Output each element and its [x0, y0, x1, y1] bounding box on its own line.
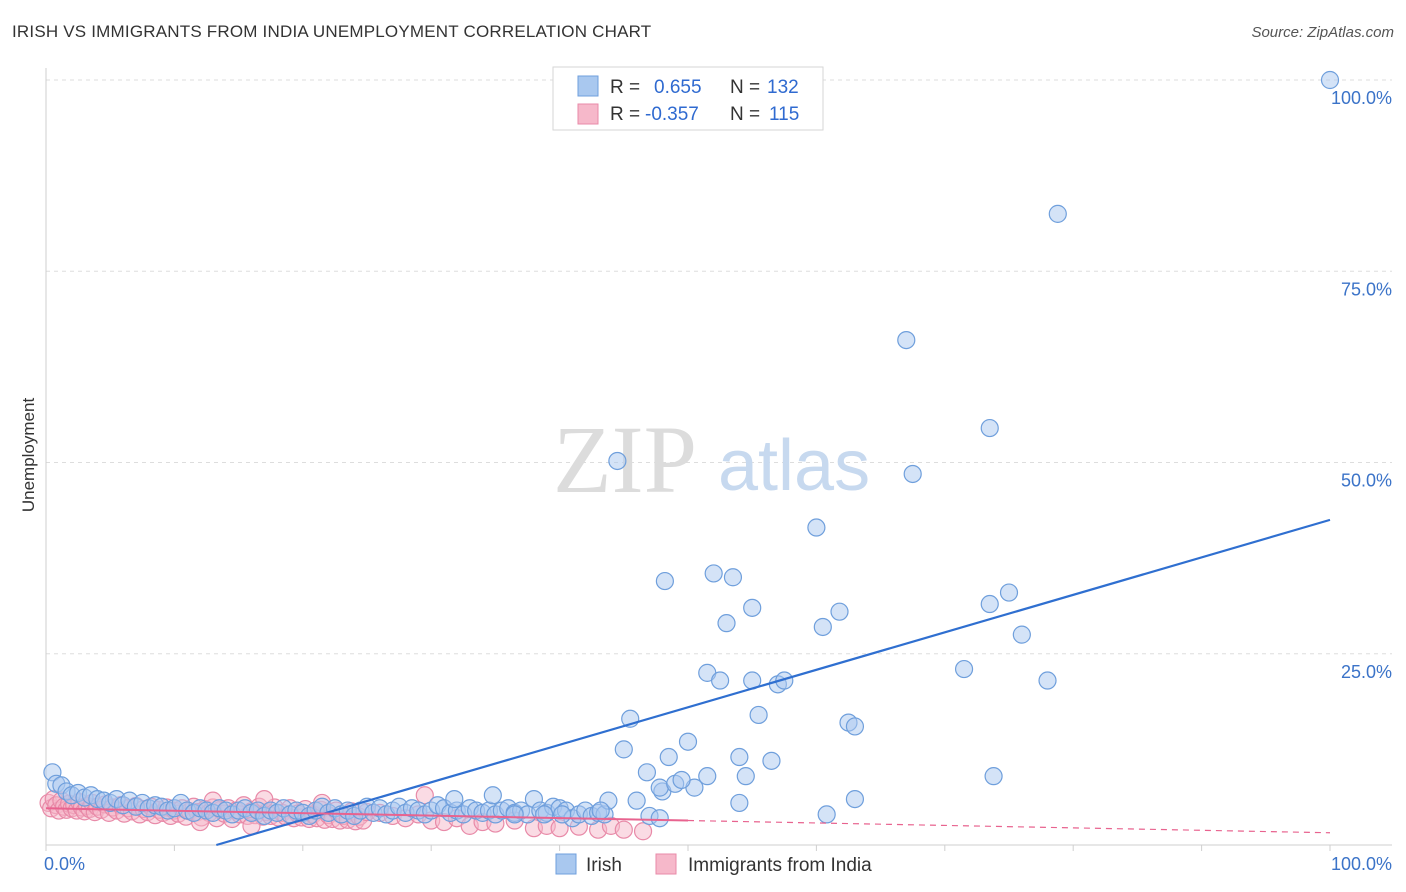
bottom-legend-label-irish: Irish — [586, 855, 622, 876]
irish-point — [678, 732, 698, 751]
irish-point — [608, 451, 627, 471]
irish-point — [980, 594, 999, 614]
irish-point — [650, 809, 669, 828]
legend-r-value-irish: 0.655 — [654, 77, 702, 98]
y-tick-label: 25.0% — [1341, 662, 1392, 682]
irish-point — [999, 583, 1019, 602]
irish-point — [730, 747, 749, 767]
irish-point — [903, 464, 922, 484]
watermark: ZIP atlas — [553, 406, 870, 513]
chart-title: IRISH VS IMMIGRANTS FROM INDIA UNEMPLOYM… — [12, 22, 652, 41]
irish-point — [813, 617, 832, 637]
irish-point — [710, 671, 730, 690]
irish-point — [980, 418, 999, 438]
y-axis-label: Unemployment — [19, 398, 38, 513]
irish-point — [954, 659, 974, 679]
india-point — [633, 822, 653, 841]
x-tick-labels: 0.0% 100.0% — [44, 854, 1392, 874]
y-tick-labels: 25.0% 50.0% 75.0% 100.0% — [1331, 88, 1392, 682]
irish-point — [1012, 625, 1031, 644]
bottom-legend-swatch-irish — [555, 853, 577, 875]
india-point — [415, 786, 434, 805]
irish-point — [535, 805, 554, 824]
y-tick-label: 50.0% — [1341, 471, 1392, 491]
stats-legend: R = 0.655 N = 132 R = -0.357 N = 115 — [552, 66, 824, 131]
irish-point — [762, 751, 781, 770]
irish-point — [659, 747, 678, 767]
irish-point — [627, 791, 646, 810]
irish-point — [736, 767, 755, 786]
y-tick-label: 100.0% — [1331, 88, 1392, 108]
axes — [45, 68, 1392, 851]
irish-point — [749, 705, 768, 725]
irish-point — [505, 805, 524, 824]
y-tick-label: 75.0% — [1341, 279, 1392, 299]
irish-trend-line — [216, 518, 1331, 847]
irish-point — [743, 598, 762, 617]
irish-point — [1048, 204, 1067, 223]
irish-point — [845, 789, 865, 809]
legend-r-label-irish: R = — [610, 77, 640, 98]
irish-point — [655, 571, 674, 591]
india-point — [614, 820, 633, 839]
irish-point — [1320, 70, 1340, 90]
irish-point — [650, 778, 669, 797]
india-trend-line-extension — [687, 819, 1331, 834]
source-label: Source: ZipAtlas.com — [1251, 24, 1394, 41]
irish-point — [637, 763, 657, 782]
irish-point — [614, 740, 633, 759]
irish-point — [591, 801, 610, 820]
irish-point — [704, 564, 723, 583]
legend-swatch-india — [577, 103, 599, 125]
trend-lines — [45, 518, 1331, 847]
irish-point — [723, 568, 743, 587]
irish-point — [817, 805, 836, 824]
legend-r-label-india: R = — [610, 104, 640, 125]
irish-point — [483, 786, 502, 805]
legend-swatch-irish — [577, 75, 599, 97]
irish-points — [43, 70, 1340, 828]
series-legend: Irish Immigrants from India — [555, 853, 872, 876]
legend-n-value-india: 115 — [769, 104, 799, 125]
legend-r-value-india: -0.357 — [645, 104, 699, 125]
irish-point — [807, 518, 826, 537]
bottom-legend-label-india: Immigrants from India — [688, 855, 872, 876]
watermark-atlas: atlas — [718, 426, 870, 506]
legend-n-label-irish: N = — [730, 77, 760, 98]
irish-point — [445, 789, 464, 809]
irish-point — [845, 717, 865, 736]
irish-point — [830, 602, 849, 621]
irish-point — [897, 331, 916, 350]
grid-lines — [46, 79, 1392, 655]
legend-n-value-irish: 132 — [767, 77, 799, 98]
irish-point — [717, 614, 736, 633]
legend-n-label-india: N = — [730, 104, 760, 125]
irish-point — [553, 805, 572, 824]
irish-point — [730, 793, 749, 813]
x-tick-label-max: 100.0% — [1331, 854, 1392, 874]
india-trend-line — [45, 807, 689, 822]
x-tick-label-min: 0.0% — [44, 854, 85, 874]
irish-point — [698, 767, 717, 786]
bottom-legend-swatch-india — [655, 853, 677, 875]
irish-point — [1038, 671, 1057, 690]
irish-point — [984, 767, 1003, 786]
irish-point — [672, 770, 691, 790]
